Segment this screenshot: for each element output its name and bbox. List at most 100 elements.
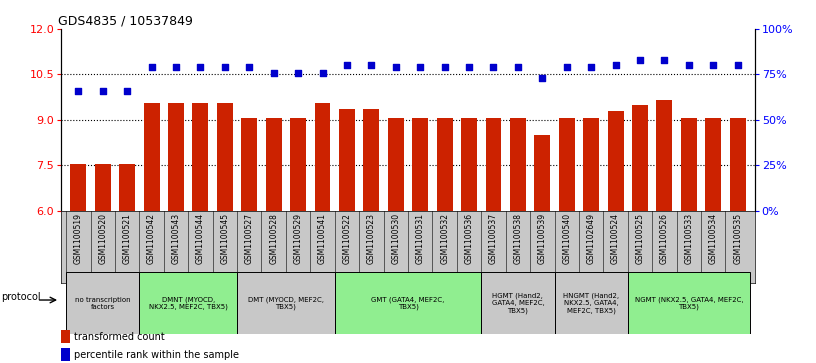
Bar <box>461 118 477 211</box>
Point <box>72 88 85 94</box>
FancyBboxPatch shape <box>628 272 750 334</box>
Bar <box>266 118 282 211</box>
Point <box>219 64 232 70</box>
Text: GSM1100540: GSM1100540 <box>562 213 571 264</box>
FancyBboxPatch shape <box>66 272 140 334</box>
FancyBboxPatch shape <box>335 272 481 334</box>
Point <box>389 64 402 70</box>
Point <box>658 57 671 63</box>
Point <box>414 64 427 70</box>
Point <box>291 70 304 76</box>
FancyBboxPatch shape <box>140 272 237 334</box>
Text: GSM1100538: GSM1100538 <box>513 213 522 264</box>
Point <box>512 64 525 70</box>
Bar <box>363 109 379 211</box>
Point <box>316 70 329 76</box>
Text: GSM1100536: GSM1100536 <box>464 213 473 264</box>
Text: GSM1100545: GSM1100545 <box>220 213 229 264</box>
Point <box>707 62 720 68</box>
Bar <box>217 103 233 211</box>
Text: GSM1100526: GSM1100526 <box>660 213 669 264</box>
Point <box>584 64 597 70</box>
Bar <box>583 118 599 211</box>
Text: GSM1102649: GSM1102649 <box>587 213 596 264</box>
Text: GSM1100523: GSM1100523 <box>367 213 376 264</box>
Text: GMT (GATA4, MEF2C,
TBX5): GMT (GATA4, MEF2C, TBX5) <box>371 296 445 310</box>
Text: GSM1100525: GSM1100525 <box>636 213 645 264</box>
Bar <box>412 118 428 211</box>
Text: GSM1100521: GSM1100521 <box>122 213 131 264</box>
Text: percentile rank within the sample: percentile rank within the sample <box>73 350 239 360</box>
Point <box>170 64 183 70</box>
Point <box>145 64 158 70</box>
Bar <box>290 118 306 211</box>
Bar <box>730 118 746 211</box>
Bar <box>168 103 184 211</box>
Text: DMT (MYOCD, MEF2C,
TBX5): DMT (MYOCD, MEF2C, TBX5) <box>248 296 324 310</box>
Text: GSM1100524: GSM1100524 <box>611 213 620 264</box>
Text: GSM1100535: GSM1100535 <box>734 213 743 264</box>
Point <box>561 64 574 70</box>
Bar <box>510 118 526 211</box>
FancyBboxPatch shape <box>555 272 628 334</box>
Bar <box>193 103 208 211</box>
Bar <box>437 118 453 211</box>
Text: HNGMT (Hand2,
NKX2.5, GATA4,
MEF2C, TBX5): HNGMT (Hand2, NKX2.5, GATA4, MEF2C, TBX5… <box>563 293 619 314</box>
Point <box>536 75 549 81</box>
Point <box>267 70 280 76</box>
Text: GSM1100544: GSM1100544 <box>196 213 205 264</box>
Bar <box>681 118 697 211</box>
Point <box>365 62 378 68</box>
Bar <box>534 135 550 211</box>
Bar <box>119 164 135 211</box>
Point <box>731 62 744 68</box>
Text: GSM1100520: GSM1100520 <box>98 213 107 264</box>
Bar <box>315 103 330 211</box>
Point <box>487 64 500 70</box>
Bar <box>95 164 111 211</box>
Bar <box>657 100 672 211</box>
Bar <box>339 109 355 211</box>
Point <box>609 62 622 68</box>
Bar <box>705 118 721 211</box>
Text: GSM1100532: GSM1100532 <box>440 213 449 264</box>
Bar <box>144 103 159 211</box>
Text: GSM1100534: GSM1100534 <box>709 213 718 264</box>
Point <box>96 88 109 94</box>
Bar <box>388 118 404 211</box>
Bar <box>61 330 69 343</box>
Bar <box>559 118 574 211</box>
Text: GSM1100541: GSM1100541 <box>318 213 327 264</box>
Point <box>194 64 207 70</box>
Point <box>438 64 451 70</box>
FancyBboxPatch shape <box>481 272 555 334</box>
Bar <box>61 348 69 361</box>
Bar <box>632 105 648 211</box>
Text: GSM1100519: GSM1100519 <box>73 213 82 264</box>
Bar <box>608 111 623 211</box>
FancyBboxPatch shape <box>237 272 335 334</box>
Text: DMNT (MYOCD,
NKX2.5, MEF2C, TBX5): DMNT (MYOCD, NKX2.5, MEF2C, TBX5) <box>149 296 228 310</box>
Text: NGMT (NKX2.5, GATA4, MEF2C,
TBX5): NGMT (NKX2.5, GATA4, MEF2C, TBX5) <box>635 296 743 310</box>
Point <box>633 57 646 63</box>
Point <box>682 62 695 68</box>
Text: GSM1100533: GSM1100533 <box>685 213 694 264</box>
Text: GSM1100537: GSM1100537 <box>489 213 498 264</box>
Text: no transcription
factors: no transcription factors <box>75 297 131 310</box>
Text: GSM1100542: GSM1100542 <box>147 213 156 264</box>
Text: GSM1100522: GSM1100522 <box>343 213 352 264</box>
Text: GSM1100530: GSM1100530 <box>392 213 401 264</box>
Text: GSM1100539: GSM1100539 <box>538 213 547 264</box>
Text: GSM1100529: GSM1100529 <box>294 213 303 264</box>
Text: GSM1100531: GSM1100531 <box>415 213 424 264</box>
Text: transformed count: transformed count <box>73 332 165 342</box>
Bar <box>486 118 501 211</box>
Point <box>242 64 255 70</box>
Text: HGMT (Hand2,
GATA4, MEF2C,
TBX5): HGMT (Hand2, GATA4, MEF2C, TBX5) <box>491 293 544 314</box>
Text: GSM1100527: GSM1100527 <box>245 213 254 264</box>
Point <box>121 88 134 94</box>
Point <box>463 64 476 70</box>
Text: protocol: protocol <box>2 292 41 302</box>
Point <box>340 62 353 68</box>
Text: GSM1100528: GSM1100528 <box>269 213 278 264</box>
